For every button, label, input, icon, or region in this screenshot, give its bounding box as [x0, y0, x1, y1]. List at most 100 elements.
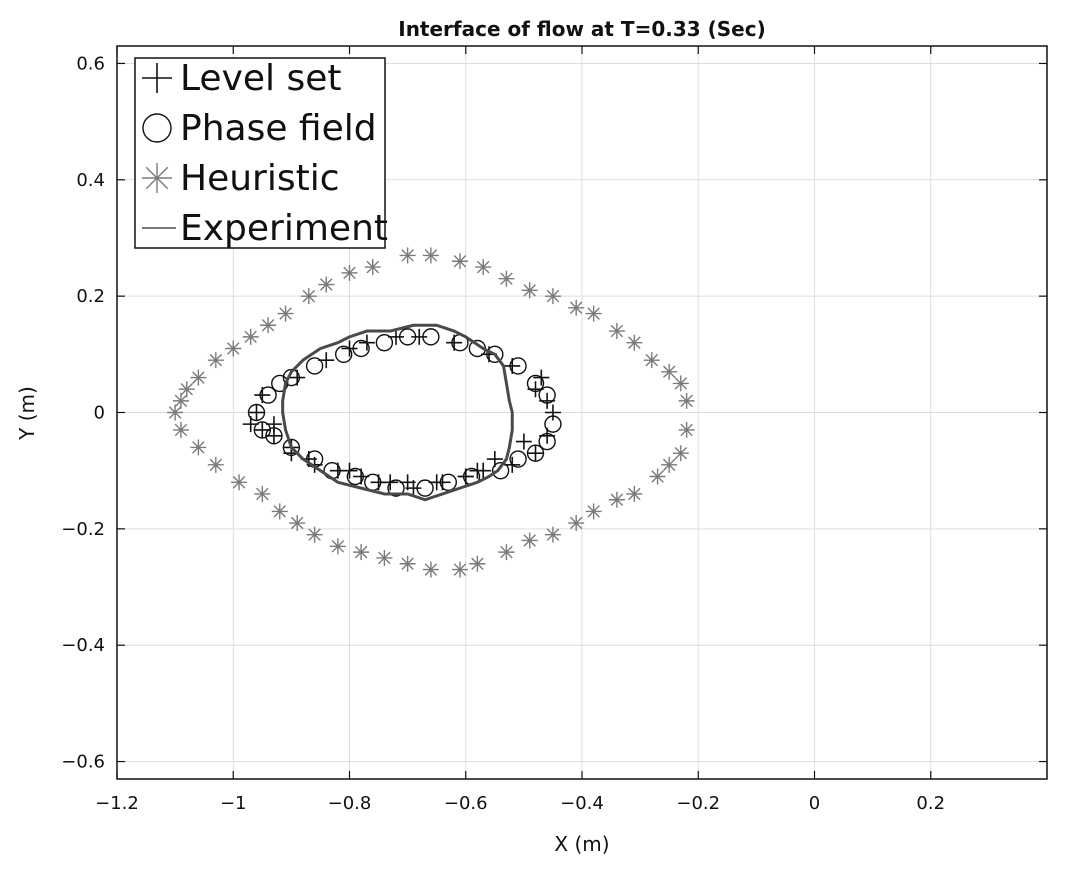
heuristic-point: [544, 526, 561, 543]
phase-field-point: [486, 345, 504, 364]
asterisk-stroke: [453, 254, 467, 268]
heuristic-point: [172, 421, 189, 438]
phase-field-point: [398, 328, 417, 346]
phase-field-point: [509, 357, 527, 375]
circle-outline: [282, 438, 301, 457]
heuristic-point: [568, 299, 585, 316]
heuristic-point: [318, 276, 335, 293]
circle-outline: [416, 479, 434, 497]
heuristic-point: [353, 544, 370, 561]
heuristic-point: [306, 526, 323, 543]
phase-field-point: [305, 357, 324, 375]
circle-outline: [142, 113, 172, 143]
asterisk-stroke: [680, 423, 693, 437]
phase-field-point: [271, 374, 289, 393]
asterisk-stroke: [256, 487, 269, 501]
phase-field-point: [282, 438, 301, 457]
heuristic-point: [399, 555, 416, 572]
asterisk-stroke: [261, 318, 275, 332]
heuristic-point: [626, 485, 643, 502]
y-tick-label: −0.6: [61, 752, 105, 773]
asterisk-stroke: [610, 324, 624, 338]
heuristic-point: [190, 369, 207, 386]
asterisk-stroke: [587, 307, 600, 320]
phase-field-point: [422, 328, 440, 346]
heuristic-point: [544, 288, 561, 305]
asterisk-stroke: [366, 260, 380, 274]
level-set-point: [527, 445, 544, 462]
asterisk-stroke: [168, 406, 182, 419]
heuristic-point: [422, 561, 439, 578]
heuristic-point: [207, 456, 224, 473]
heuristic-point: [451, 253, 468, 270]
asterisk-stroke: [354, 545, 368, 559]
circle-outline: [387, 479, 405, 497]
heuristic-point: [422, 247, 439, 264]
heuristic-point: [172, 392, 189, 409]
asterisk-stroke: [471, 557, 484, 571]
circle-outline: [375, 333, 394, 352]
heuristic-point: [190, 439, 207, 456]
level-set-point: [248, 404, 265, 421]
x-tick-label: −0.2: [676, 793, 720, 814]
asterisk-stroke: [662, 458, 676, 472]
x-tick-label: −1: [220, 793, 247, 814]
chart-title: Interface of flow at T=0.33 (Sec): [398, 17, 766, 41]
level-set-point: [405, 480, 422, 497]
asterisk-stroke: [645, 353, 659, 367]
x-tick-label: 0: [809, 793, 820, 814]
asterisk-stroke: [401, 249, 414, 262]
phase-field-point: [259, 386, 277, 404]
heuristic-point: [521, 282, 538, 299]
heuristic-point: [277, 305, 294, 322]
y-axis-label: Y (m): [15, 386, 39, 441]
asterisk-stroke: [569, 516, 583, 530]
circle-outline: [538, 386, 556, 404]
heuristic-point: [661, 363, 678, 380]
heuristic-point: [260, 317, 277, 334]
circle-outline: [486, 345, 504, 364]
heuristic-point: [271, 503, 288, 520]
circle-outline: [398, 328, 417, 346]
heuristic-point: [469, 555, 486, 572]
legend: Level set Phase field Heuristic Experiment: [134, 57, 388, 249]
asterisk-stroke: [174, 423, 188, 437]
circle-outline: [265, 427, 283, 445]
heuristic-point: [678, 392, 695, 409]
heuristic-point: [521, 532, 538, 549]
phase-field-point: [538, 432, 556, 451]
asterisk-stroke: [180, 382, 194, 396]
asterisk-stroke: [500, 545, 513, 559]
circle-outline: [282, 368, 301, 387]
heuristic-point: [643, 352, 660, 369]
phase-field-point: [526, 374, 545, 393]
x-tick-label: −0.4: [560, 793, 604, 814]
asterisk-stroke: [569, 301, 583, 315]
asterisk-stroke: [273, 505, 287, 518]
circle-outline: [509, 450, 527, 468]
heuristic-point: [661, 456, 678, 473]
x-tick-label: −0.6: [444, 793, 488, 814]
phase-field-point: [334, 345, 353, 364]
circle-outline: [544, 415, 562, 433]
legend-label-heuristic: Heuristic: [180, 158, 340, 199]
asterisk-stroke: [523, 534, 536, 547]
phase-field-point: [352, 339, 370, 358]
asterisk-stroke: [610, 493, 624, 507]
asterisk-stroke: [651, 470, 664, 483]
circle-outline: [346, 467, 365, 486]
asterisk-stroke: [319, 278, 333, 291]
asterisk-stroke: [331, 540, 345, 553]
asterisk-stroke: [145, 166, 169, 190]
legend-label-level-set: Level set: [180, 58, 342, 99]
asterisk-stroke: [244, 330, 257, 344]
asterisk-stroke: [680, 394, 693, 408]
heuristic-point: [254, 485, 271, 502]
heuristic-point: [231, 474, 248, 491]
phase-field-point: [538, 386, 556, 404]
legend-swatch-level-set: [142, 63, 172, 93]
heuristic-point: [649, 468, 666, 485]
phase-field-point: [247, 403, 266, 422]
